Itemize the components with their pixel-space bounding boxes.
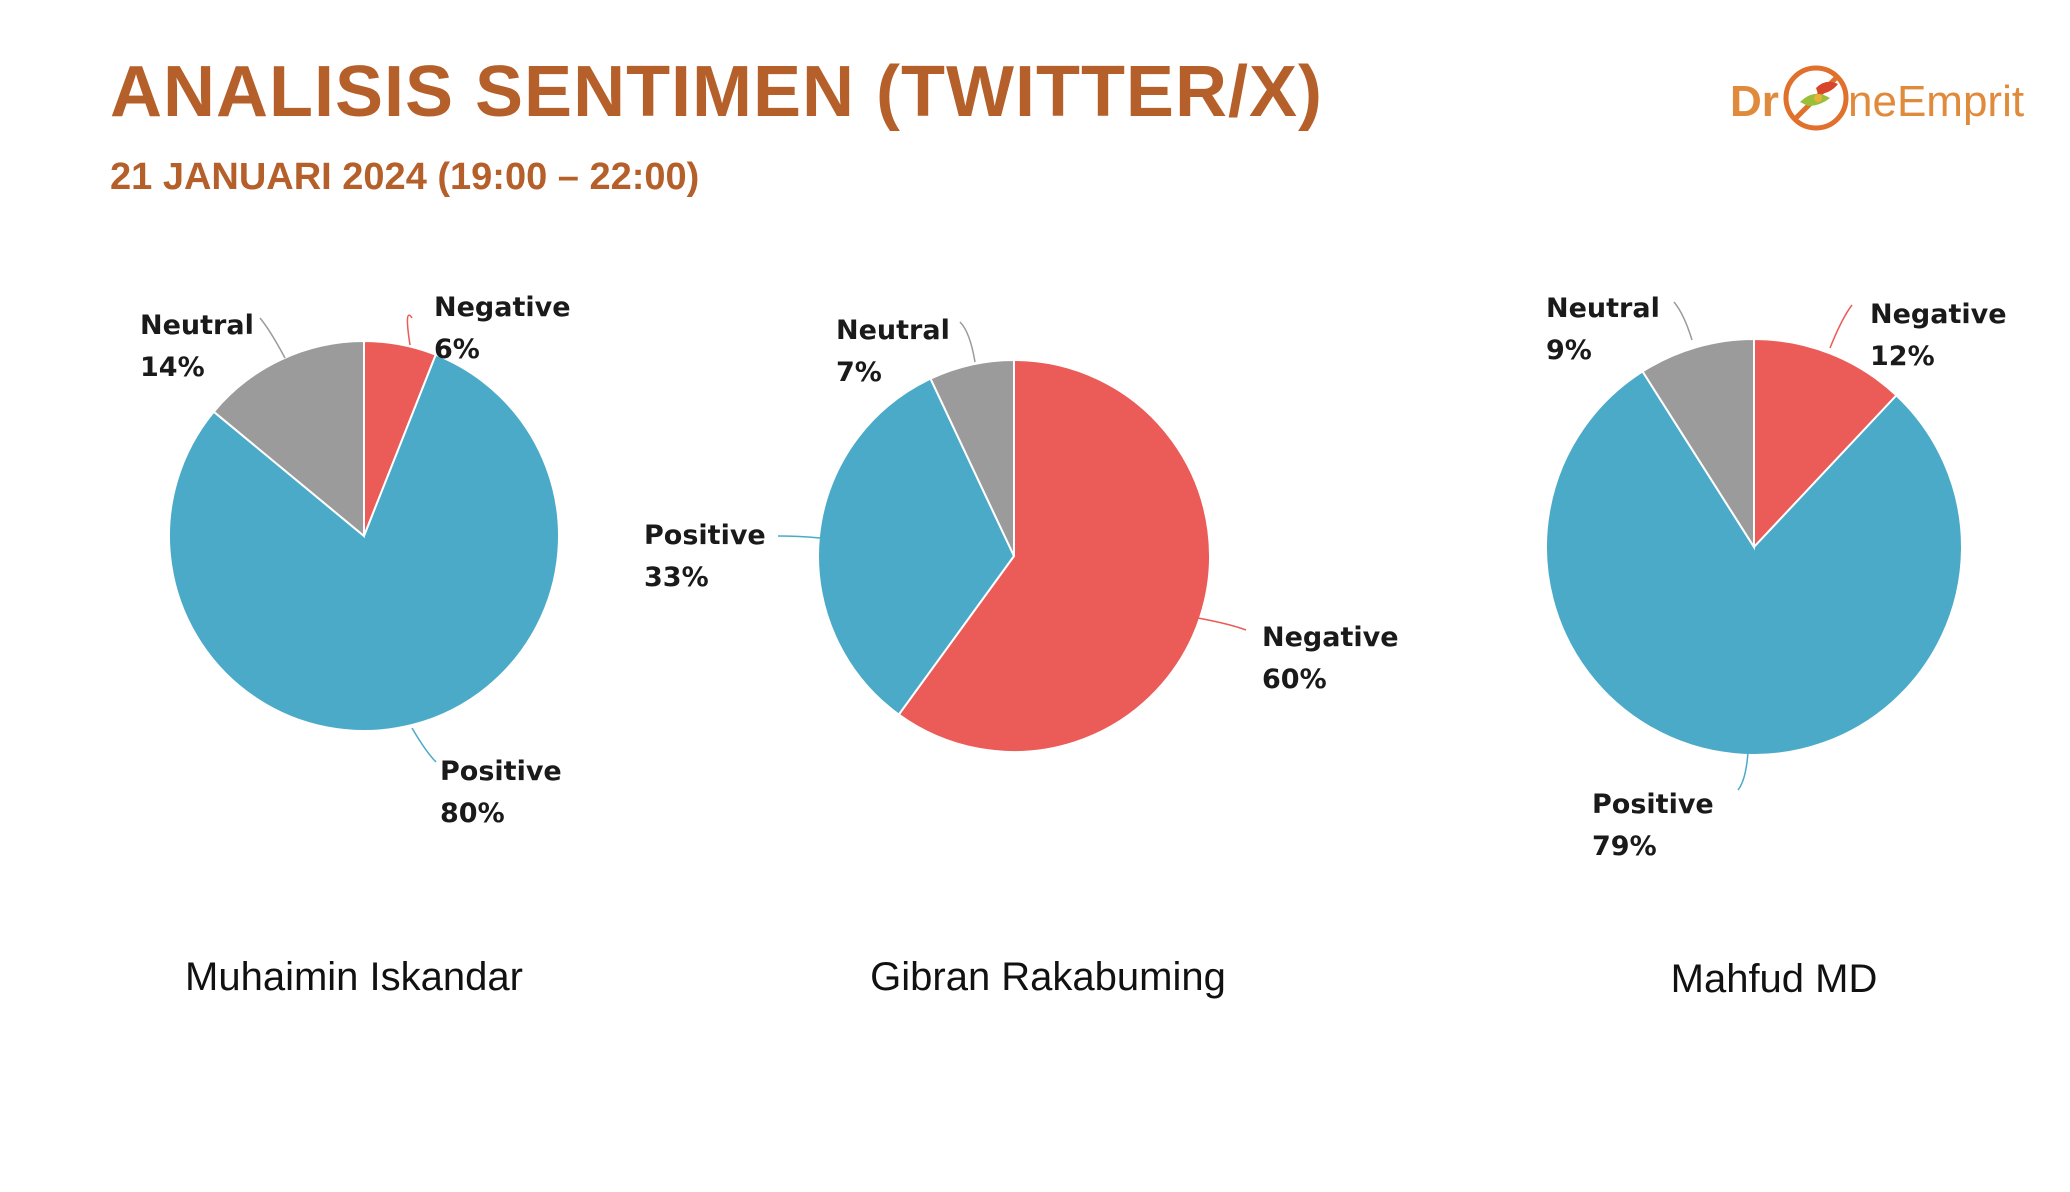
slice-value-positive: 33% <box>644 562 709 593</box>
pie-chart-3: Negative 12% Positive 79% Neutral 9% Mahfud MD <box>1545 293 2007 1001</box>
page-title: ANALISIS SENTIMEN (TWITTER/X) <box>110 52 1323 132</box>
slice-label-neutral: Neutral <box>836 315 950 346</box>
slice-label-neutral: Neutral <box>140 310 254 341</box>
leader-line-neutral <box>259 317 286 359</box>
chart-title: Mahfud MD <box>1671 957 1878 1001</box>
slice-value-negative: 6% <box>434 334 480 365</box>
slice-label-positive: Positive <box>1592 789 1714 820</box>
leader-line-neutral <box>959 321 976 363</box>
slice-label-negative: Negative <box>434 292 571 323</box>
pie-slice-neutral <box>1641 337 1755 551</box>
pie-slice-negative <box>897 358 1211 753</box>
leader-line-positive <box>777 535 821 539</box>
slice-value-neutral: 9% <box>1546 335 1592 366</box>
pie-slice-positive <box>1545 369 1963 756</box>
slice-value-positive: 79% <box>1592 831 1657 862</box>
drone-emprit-logo: Dr neEmprit <box>1730 65 2024 131</box>
slice-value-neutral: 14% <box>140 352 205 383</box>
pie-slice-neutral <box>212 339 365 539</box>
chart-title: Gibran Rakabuming <box>870 955 1226 999</box>
leader-line-positive <box>1737 751 1749 791</box>
slice-label-negative: Negative <box>1870 299 2007 330</box>
leader-line-negative <box>1829 304 1853 349</box>
logo-text-right: neEmprit <box>1848 77 2024 126</box>
drone-logo-icon <box>1783 65 1849 131</box>
leader-line-positive <box>411 727 437 763</box>
chart-title: Muhaimin Iskandar <box>185 955 523 999</box>
pie-slice-negative <box>1753 337 1898 550</box>
page-subtitle: 21 JANUARI 2024 (19:00 – 22:00) <box>110 156 700 198</box>
slice-value-negative: 60% <box>1262 664 1327 695</box>
slice-value-positive: 80% <box>440 798 505 829</box>
leader-line-negative <box>1197 617 1247 631</box>
slice-value-negative: 12% <box>1870 341 1935 372</box>
leader-line-neutral <box>1673 301 1693 341</box>
slice-value-neutral: 7% <box>836 357 882 388</box>
slice-label-neutral: Neutral <box>1546 293 1660 324</box>
pie-slice-positive <box>168 353 560 732</box>
pie-chart-1: Negative 6% Positive 80% Neutral 14% Muhaimin … <box>140 292 571 999</box>
pie-slice-neutral <box>929 358 1015 557</box>
logo-text-left: Dr <box>1730 77 1779 126</box>
slice-label-positive: Positive <box>644 520 766 551</box>
slice-label-positive: Positive <box>440 756 562 787</box>
pie-chart-2: Negative 60% Positive 33% Neutral 7% Gibran Ra… <box>644 315 1399 999</box>
slice-label-negative: Negative <box>1262 622 1399 653</box>
leader-line-negative <box>406 314 413 346</box>
